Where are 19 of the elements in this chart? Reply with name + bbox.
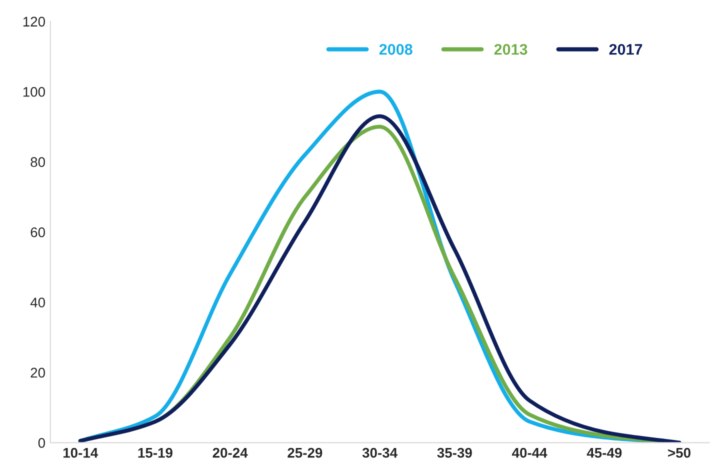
- x-tick-label: 20-24: [212, 448, 248, 458]
- x-tick-label: 25-29: [288, 448, 322, 458]
- legend-label: 2013: [494, 44, 528, 55]
- y-tick-label: 120: [23, 16, 45, 27]
- y-tick-label: 20: [30, 368, 45, 378]
- y-tick-label: 0: [38, 438, 45, 448]
- legend-label: 2008: [379, 44, 412, 55]
- legend-label: 2017: [609, 44, 642, 55]
- x-tick-label: 40-44: [512, 448, 548, 458]
- x-tick-label: 30-34: [362, 448, 398, 458]
- y-tick-label: 60: [30, 227, 45, 238]
- x-tick-label: 35-39: [437, 448, 472, 458]
- x-tick-label: 45-49: [586, 448, 622, 458]
- x-tick-label: >50: [668, 448, 690, 458]
- x-tick-label: 15-19: [138, 448, 172, 458]
- x-tick-label: 10-14: [63, 448, 98, 458]
- y-tick-label: 80: [30, 157, 45, 168]
- y-tick-label: 40: [30, 298, 45, 308]
- y-tick-label: 100: [23, 86, 45, 97]
